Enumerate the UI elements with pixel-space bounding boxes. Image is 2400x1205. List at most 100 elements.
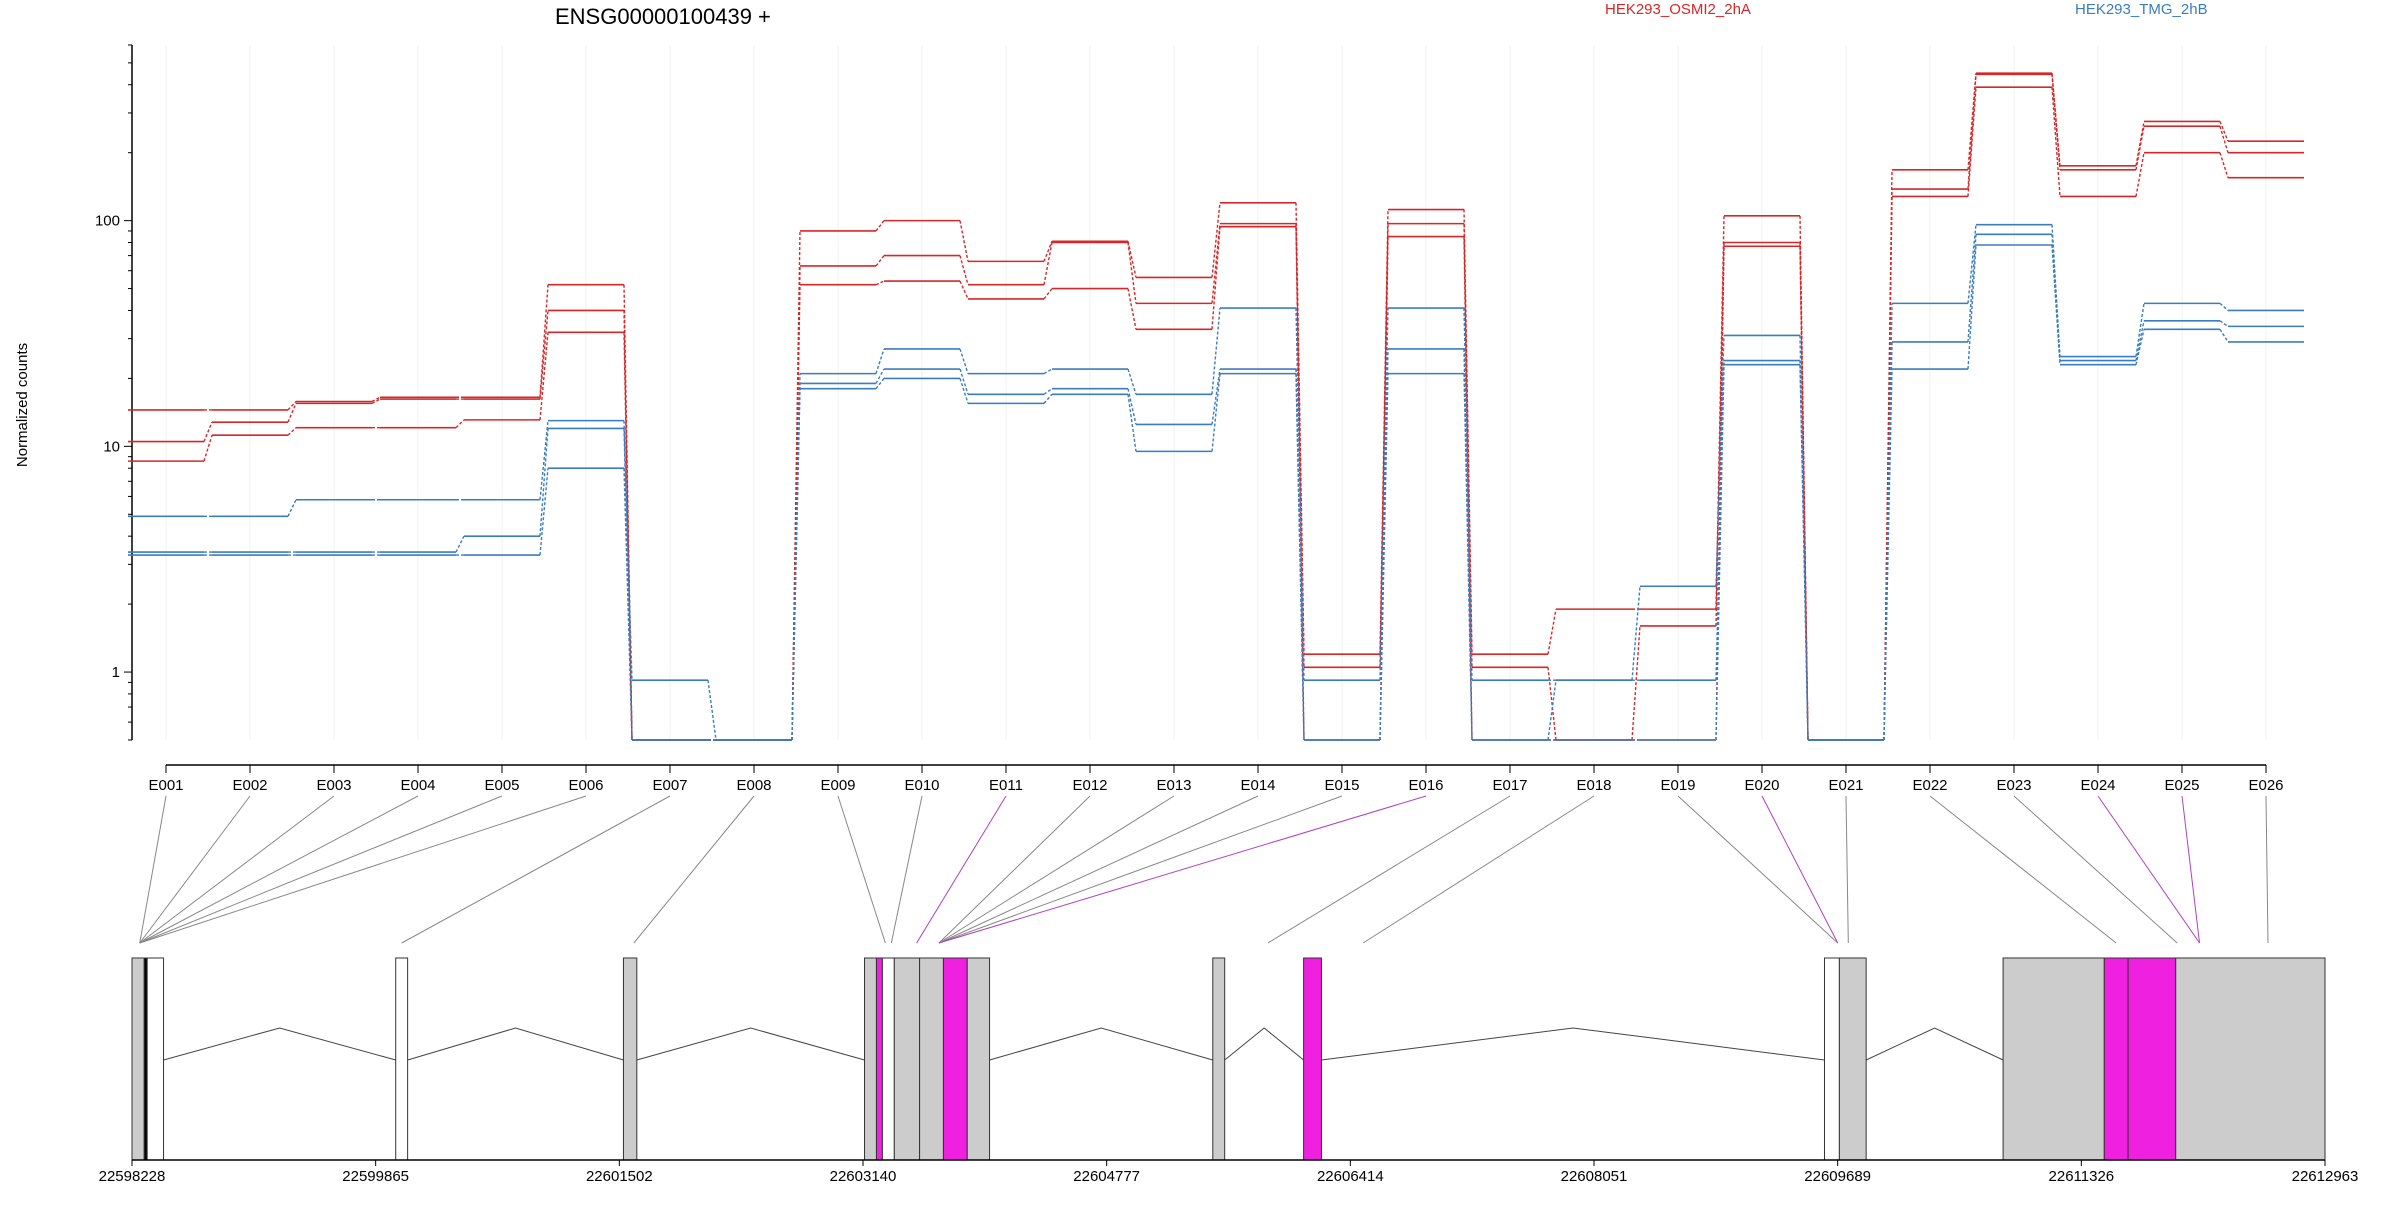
connector-E018 — [1362, 795, 1595, 944]
exon-block-3 — [146, 957, 165, 1161]
series-3-connector — [959, 280, 969, 300]
series-1-connector — [1211, 202, 1221, 278]
series-3-connector — [455, 419, 465, 429]
connector-E009 — [837, 795, 886, 944]
series-5-connector — [539, 428, 549, 537]
exon-block-10 — [919, 957, 944, 1161]
exon-label-E018: E018 — [1576, 777, 1611, 794]
intron-4 — [989, 1027, 1213, 1061]
connector-E004 — [139, 795, 419, 944]
series-6-connector — [2219, 328, 2229, 343]
exon-block-19 — [2127, 957, 2177, 1161]
series-3-connector — [1967, 87, 1977, 197]
series-6-connector — [1799, 364, 1809, 741]
exon-block-12 — [966, 957, 991, 1161]
series-3-connector — [1127, 288, 1137, 330]
exon-label-E025: E025 — [2164, 777, 2199, 794]
exon-label-E009: E009 — [820, 777, 855, 794]
series-6-connector — [1379, 373, 1389, 741]
y-tick-label: 10 — [103, 438, 120, 455]
exon-block-20 — [2175, 957, 2326, 1161]
series-4-connector — [1043, 368, 1053, 375]
exon-block-8 — [881, 957, 895, 1161]
y-tick-label: 100 — [95, 213, 120, 230]
series-3-connector — [791, 284, 801, 741]
connector-E001 — [139, 795, 167, 944]
series-6-connector — [1211, 373, 1221, 452]
series-2-connector — [875, 255, 885, 267]
series-3-connector — [2135, 152, 2145, 197]
exon-block-6 — [864, 957, 877, 1161]
series-6-connector — [623, 468, 633, 741]
series-1-connector — [1547, 609, 1557, 655]
series-3-connector — [875, 280, 885, 286]
axes-layer: 1 10 100 — [95, 44, 2266, 766]
series-6-connector — [959, 378, 969, 404]
exon-block-1 — [131, 957, 145, 1161]
genomic-tick-label: 22598228 — [99, 1168, 166, 1185]
intron-6 — [1321, 1027, 1825, 1061]
exon-label-E019: E019 — [1660, 777, 1695, 794]
series-6-connector — [539, 468, 549, 556]
series-1-connector — [287, 401, 297, 411]
connector-E007 — [401, 795, 671, 944]
series-4-connector — [1715, 335, 1725, 587]
exon-block-7 — [875, 957, 883, 1161]
connector-E016 — [938, 795, 1427, 944]
series-3-connector — [623, 332, 633, 741]
series-6-connector — [1127, 394, 1137, 452]
connector-E026 — [2265, 795, 2269, 944]
series-5-connector — [875, 368, 885, 384]
exon-block-5 — [622, 957, 638, 1161]
y-axis-label: Normalized counts — [14, 343, 31, 467]
connector-E014 — [938, 795, 1259, 944]
series-5-connector — [1883, 341, 1893, 741]
series-2-connector — [1295, 223, 1305, 668]
series-4-connector — [1211, 307, 1221, 395]
series-5-connector — [959, 368, 969, 395]
genomic-tick-label: 22609689 — [1804, 1168, 1871, 1185]
series-5-connector — [2135, 320, 2145, 361]
series-4-connector — [1295, 308, 1305, 681]
series-6-connector — [1295, 373, 1305, 741]
connector-E005 — [139, 795, 503, 944]
series-1-connector — [2135, 121, 2145, 166]
series-2-connector — [203, 421, 213, 442]
exon-label-E024: E024 — [2080, 777, 2115, 794]
series-4-connector — [2135, 303, 2145, 357]
genomic-tick-label: 22606414 — [1317, 1168, 1384, 1185]
series-3-connector — [1211, 226, 1221, 330]
series-6-connector — [2135, 329, 2145, 365]
series-4 — [128, 223, 2304, 741]
exon-block-9 — [893, 957, 921, 1161]
genomic-tick-label: 22608051 — [1561, 1168, 1628, 1185]
series-6-connector — [1043, 393, 1053, 404]
exon-tick-layer: E001 E002 E003 E004 E005 E006 E007 E008 E009 E010… — [148, 765, 2284, 794]
y-tick-label: 1 — [112, 664, 120, 681]
intron-2 — [407, 1027, 624, 1061]
exon-label-E002: E002 — [232, 777, 267, 794]
series-6 — [128, 244, 2304, 741]
connector-layer — [139, 795, 2269, 944]
series-2-connector — [1043, 242, 1053, 285]
exon-block-15 — [1823, 957, 1840, 1161]
series-5-connector — [1127, 388, 1137, 425]
connector-E020 — [1761, 795, 1839, 944]
connector-E022 — [1929, 795, 2117, 944]
connector-E013 — [938, 795, 1175, 944]
series-5-connector — [1211, 368, 1221, 425]
intron-3 — [636, 1027, 865, 1061]
series-4-connector — [1463, 308, 1473, 681]
exon-block-4 — [395, 957, 409, 1161]
series-2-connector — [1463, 223, 1473, 668]
series-2-connector — [2135, 126, 2145, 170]
series-1-connector — [959, 220, 969, 262]
series-5-connector — [455, 535, 465, 553]
series-4-connector — [2219, 302, 2229, 311]
series-4-connector — [1967, 224, 1977, 304]
legend-entry-tmg: HEK293_TMG_2hB — [2075, 1, 2208, 18]
series-5 — [128, 233, 2304, 741]
series-2-connector — [959, 255, 969, 285]
series-1 — [128, 72, 2304, 741]
connector-E015 — [938, 795, 1343, 944]
